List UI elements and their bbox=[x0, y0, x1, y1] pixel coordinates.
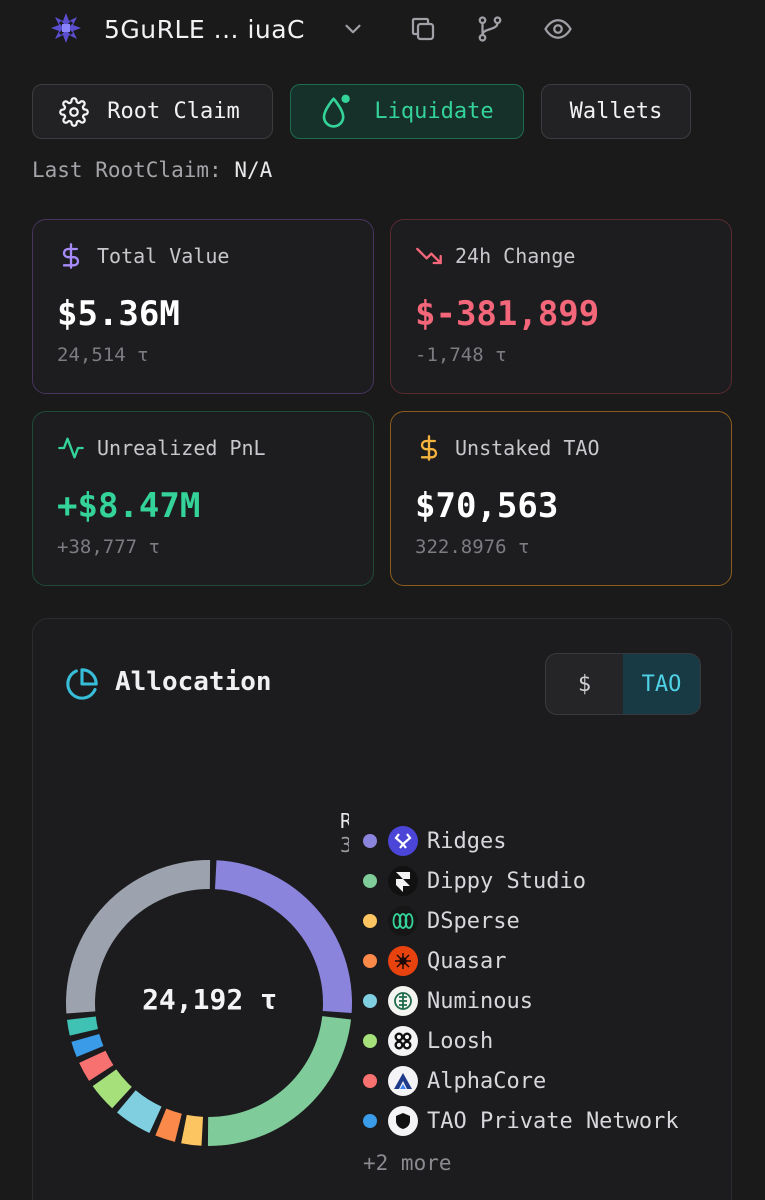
chevron-down-icon[interactable] bbox=[340, 16, 366, 42]
toggle-usd[interactable]: $ bbox=[577, 671, 592, 697]
legend-label: Numinous bbox=[427, 988, 533, 1014]
activity-icon bbox=[58, 437, 84, 459]
total-value-card: Total Value $5.36M 24,514 τ bbox=[32, 219, 374, 394]
total-value-amount: $5.36M bbox=[57, 294, 180, 334]
dsperse-logo-icon bbox=[388, 906, 418, 936]
root-claim-button[interactable]: Root Claim bbox=[32, 84, 273, 139]
allocation-title: Allocation bbox=[115, 667, 272, 697]
legend-label: Loosh bbox=[427, 1028, 494, 1054]
trending-down-icon bbox=[416, 247, 442, 265]
legend-label: DSperse bbox=[427, 908, 520, 934]
currency-toggle[interactable]: $ TAO bbox=[545, 653, 701, 715]
change-24h-amount: $-381,899 bbox=[415, 294, 600, 334]
donut-slice[interactable] bbox=[79, 1050, 114, 1081]
root-claim-label: Root Claim bbox=[107, 99, 240, 124]
change-24h-tao: -1,748 τ bbox=[415, 344, 507, 366]
loosh-logo-icon bbox=[388, 1026, 418, 1056]
dollar-icon bbox=[420, 435, 438, 461]
fork-icon[interactable] bbox=[475, 14, 505, 44]
legend-more-link[interactable]: +2 more bbox=[363, 1151, 452, 1175]
legend-dot bbox=[363, 1034, 377, 1048]
donut-chart bbox=[66, 860, 352, 1146]
wallet-header: 5GuRLE ... iuaC bbox=[50, 8, 650, 48]
unstaked-tao-amount: $70,563 bbox=[415, 486, 559, 526]
legend-item-loosh[interactable]: Loosh bbox=[363, 1021, 679, 1061]
toggle-tao[interactable]: TAO bbox=[623, 654, 700, 714]
legend-item-ridges[interactable]: Ridges bbox=[363, 821, 679, 861]
pie-chart-icon bbox=[66, 668, 98, 700]
legend-dot bbox=[363, 834, 377, 848]
unstaked-tao-card: Unstaked TAO $70,563 322.8976 τ bbox=[390, 411, 732, 586]
legend-label: AlphaCore bbox=[427, 1068, 547, 1094]
copy-icon[interactable] bbox=[408, 14, 438, 44]
clipped-slice-value: 3 bbox=[340, 833, 349, 857]
dollar-icon bbox=[62, 243, 80, 269]
donut-slice[interactable] bbox=[207, 1016, 352, 1146]
wallet-address[interactable]: 5GuRLE ... iuaC bbox=[104, 15, 306, 44]
donut-slice[interactable] bbox=[181, 1114, 204, 1146]
legend-item-quasar[interactable]: Quasar bbox=[363, 941, 679, 981]
allocation-panel: Allocation $ TAO 24,192 τ R 3 Ridges Dip… bbox=[32, 618, 732, 1200]
liquidate-label: Liquidate bbox=[374, 99, 494, 124]
tao-private-network-logo-icon bbox=[388, 1106, 418, 1136]
legend-dot bbox=[363, 914, 377, 928]
quasar-logo-icon bbox=[388, 946, 418, 976]
ridges-logo-icon bbox=[388, 826, 418, 856]
donut-slice[interactable] bbox=[117, 1090, 162, 1134]
total-value-label: Total Value bbox=[97, 244, 230, 268]
eye-icon[interactable] bbox=[543, 14, 573, 44]
legend-dot bbox=[363, 1114, 377, 1128]
legend-item-dippy-studio[interactable]: Dippy Studio bbox=[363, 861, 679, 901]
unrealized-pnl-label: Unrealized PnL bbox=[97, 436, 266, 460]
liquidate-button[interactable]: Liquidate bbox=[290, 84, 524, 139]
legend-item-alphacore[interactable]: AlphaCore bbox=[363, 1061, 679, 1101]
unrealized-pnl-amount: +$8.47M bbox=[57, 486, 201, 526]
total-value-tao: 24,514 τ bbox=[57, 344, 149, 366]
wallets-button[interactable]: Wallets bbox=[541, 84, 691, 139]
last-rootclaim-label: Last RootClaim: bbox=[32, 158, 222, 182]
legend-label: Quasar bbox=[427, 948, 507, 974]
legend-item-tao-private-network[interactable]: TAO Private Network bbox=[363, 1101, 679, 1141]
droplet-icon bbox=[323, 94, 351, 128]
last-rootclaim-value: N/A bbox=[234, 158, 273, 182]
legend-item-numinous[interactable]: Numinous bbox=[363, 981, 679, 1021]
donut-slice[interactable] bbox=[214, 860, 352, 1014]
dippy-studio-logo-icon bbox=[388, 866, 418, 896]
legend-dot bbox=[363, 1074, 377, 1088]
subnet-logo-icon bbox=[51, 13, 81, 43]
donut-slice[interactable] bbox=[92, 1069, 132, 1109]
legend-dot bbox=[363, 954, 377, 968]
unrealized-pnl-tao: +38,777 τ bbox=[57, 536, 160, 558]
donut-slice[interactable] bbox=[66, 860, 211, 1014]
allocation-legend: Ridges Dippy Studio DSperse Quasar Numin… bbox=[363, 821, 679, 1141]
donut-slice[interactable] bbox=[71, 1033, 104, 1058]
legend-label: Dippy Studio bbox=[427, 868, 586, 894]
legend-item-dsperse[interactable]: DSperse bbox=[363, 901, 679, 941]
clipped-slice-label: R bbox=[340, 809, 349, 833]
allocation-donut: 24,192 τ bbox=[66, 823, 356, 1200]
donut-slice[interactable] bbox=[66, 1016, 99, 1036]
legend-dot bbox=[363, 994, 377, 1008]
unstaked-tao-tao: 322.8976 τ bbox=[415, 536, 530, 558]
legend-label: Ridges bbox=[427, 828, 507, 854]
change-24h-card: 24h Change $-381,899 -1,748 τ bbox=[390, 219, 732, 394]
donut-slice[interactable] bbox=[155, 1108, 182, 1142]
numinous-logo-icon bbox=[388, 986, 418, 1016]
donut-total: 24,192 τ bbox=[142, 983, 277, 1016]
wallets-label: Wallets bbox=[569, 99, 663, 124]
change-24h-label: 24h Change bbox=[455, 244, 576, 268]
legend-dot bbox=[363, 874, 377, 888]
unstaked-tao-label: Unstaked TAO bbox=[455, 436, 600, 460]
legend-label: TAO Private Network bbox=[427, 1108, 679, 1134]
alphacore-logo-icon bbox=[388, 1066, 418, 1096]
gear-icon bbox=[59, 96, 90, 127]
last-rootclaim: Last RootClaim: N/A bbox=[32, 158, 272, 182]
unrealized-pnl-card: Unrealized PnL +$8.47M +38,777 τ bbox=[32, 411, 374, 586]
